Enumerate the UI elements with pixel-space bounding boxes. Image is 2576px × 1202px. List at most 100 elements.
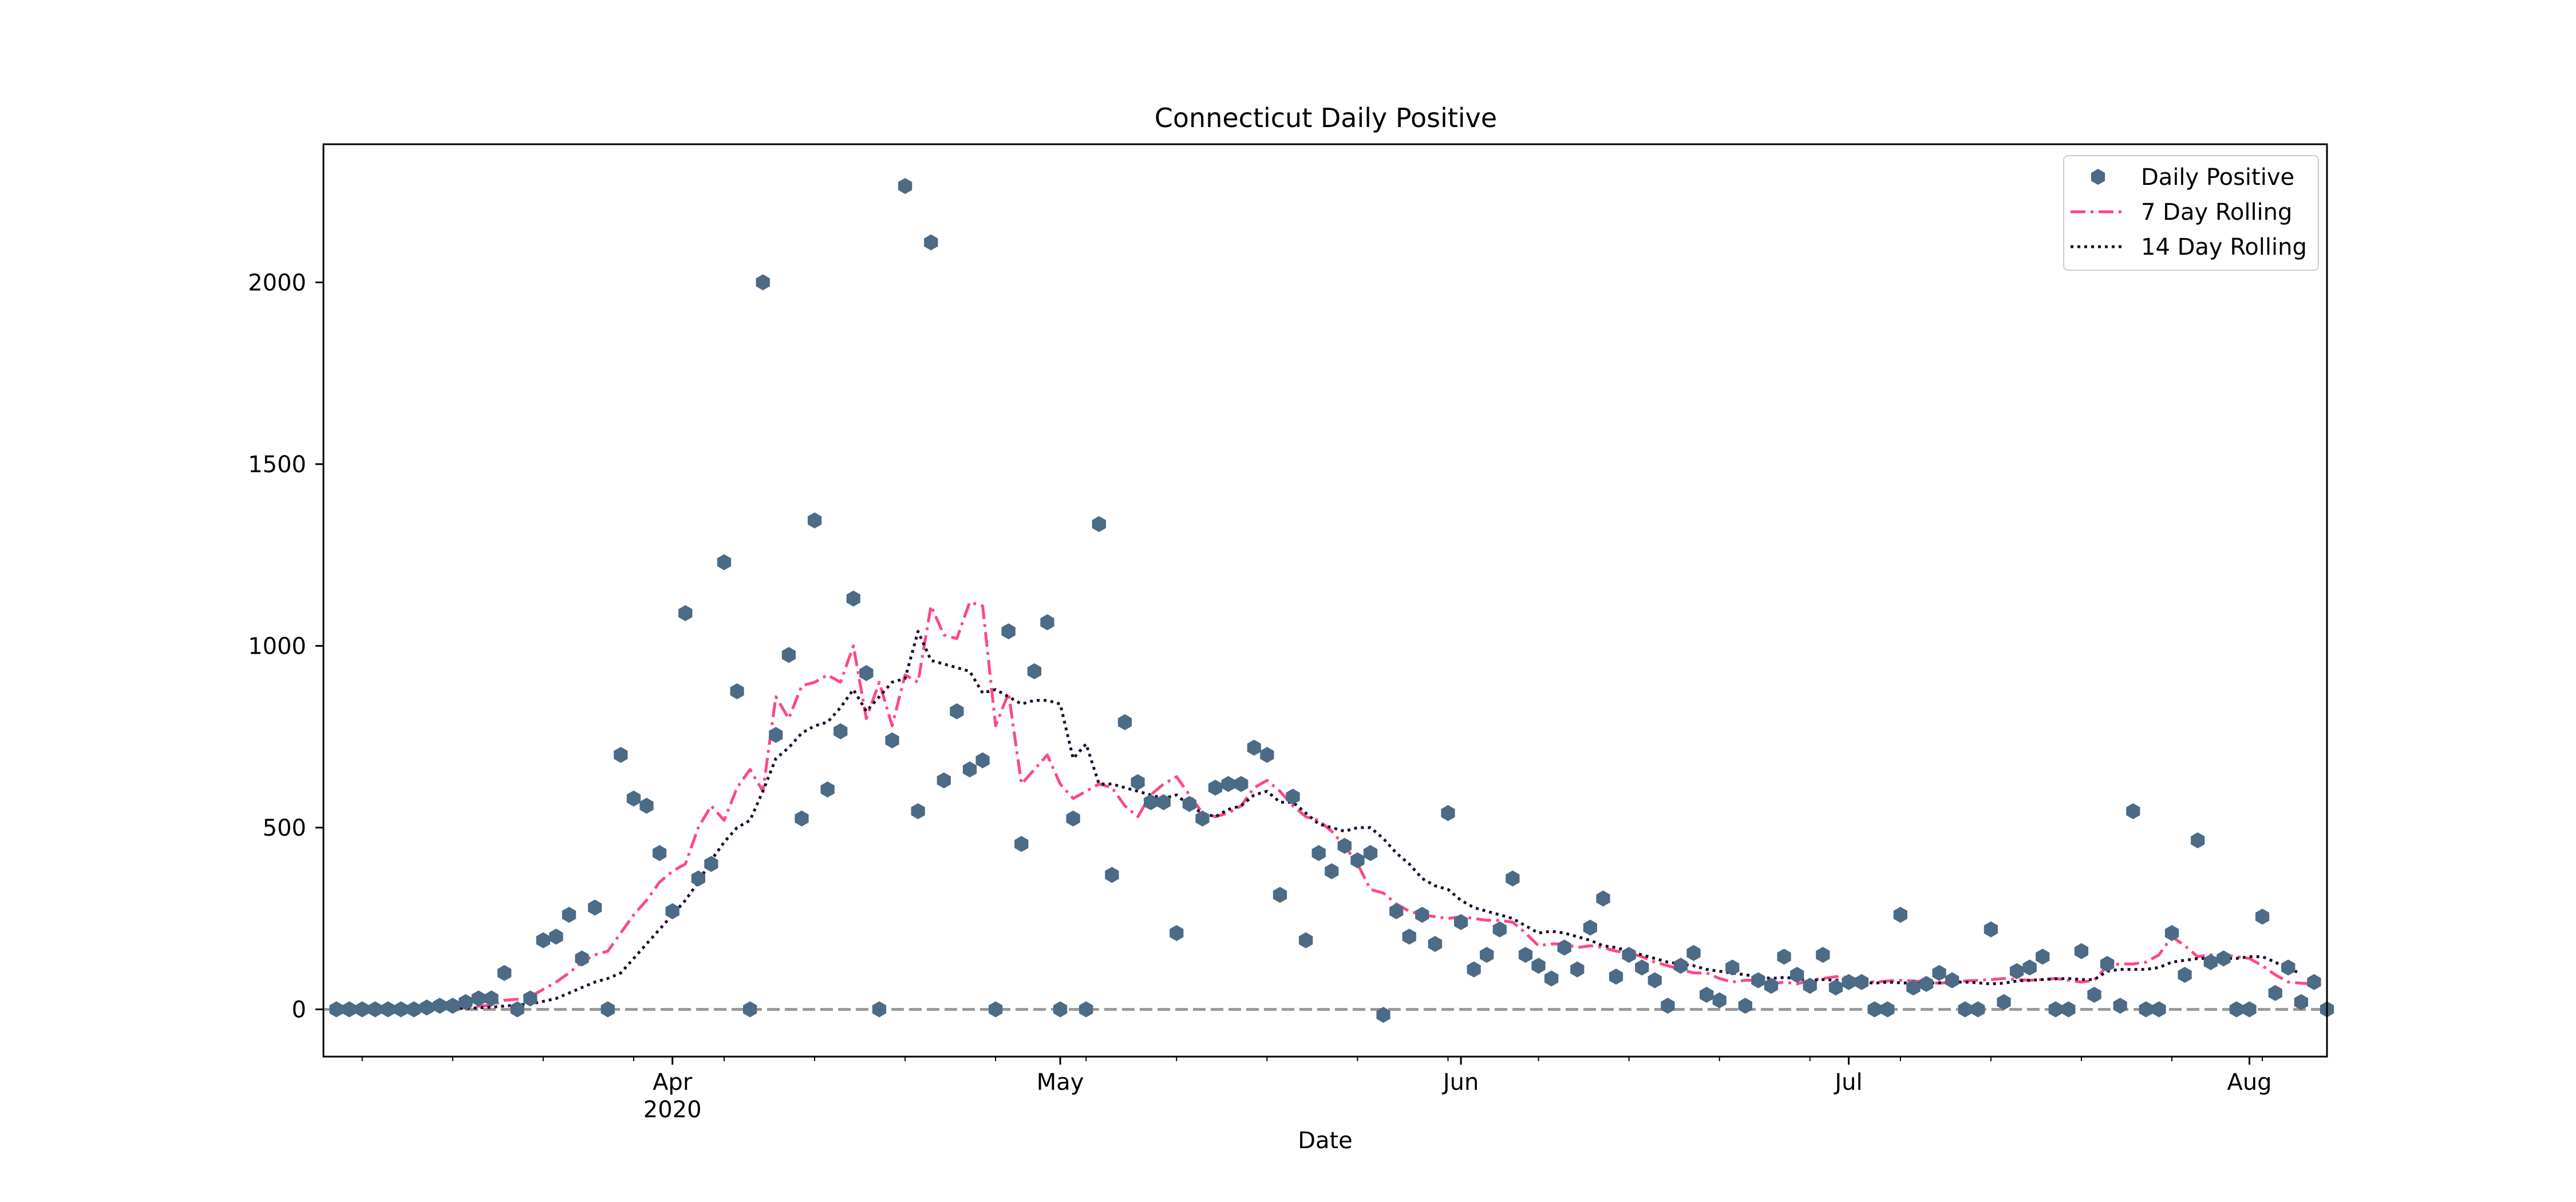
data-point <box>1299 932 1313 948</box>
data-point <box>1325 863 1339 880</box>
data-point <box>898 178 912 194</box>
data-point <box>1105 867 1119 883</box>
data-point <box>2164 925 2179 942</box>
data-point <box>1273 887 1287 903</box>
data-point <box>1415 907 1429 923</box>
data-point <box>2061 1001 2076 1018</box>
data-point <box>1725 959 1740 976</box>
data-point <box>911 803 925 820</box>
data-point <box>1919 976 1934 992</box>
data-point <box>1531 958 1546 974</box>
data-point <box>1596 890 1610 907</box>
data-point <box>975 752 990 769</box>
data-point <box>1389 903 1404 919</box>
data-point <box>1014 836 1029 852</box>
data-point <box>1247 740 1261 756</box>
x-axis-label: Date <box>1298 1128 1353 1154</box>
legend-label: Daily Positive <box>2141 164 2294 191</box>
data-point <box>678 605 693 622</box>
data-point <box>885 732 899 749</box>
data-point <box>2036 948 2050 965</box>
plot-area <box>323 178 2334 1023</box>
data-point <box>730 683 744 699</box>
data-point <box>1570 961 1585 978</box>
data-point <box>1609 968 1623 985</box>
data-point <box>1428 936 1443 952</box>
y-tick-label: 0 <box>292 997 306 1023</box>
data-point <box>872 1001 887 1018</box>
data-point <box>1454 914 1468 930</box>
data-point <box>600 1001 615 1018</box>
y-tick-label: 1000 <box>248 633 306 659</box>
data-point <box>756 274 770 291</box>
data-point <box>717 554 732 571</box>
data-point <box>704 856 718 872</box>
data-point <box>368 1001 382 1018</box>
data-point <box>355 1001 369 1018</box>
data-point <box>1363 845 1378 861</box>
data-point <box>639 797 654 814</box>
data-point <box>2294 994 2308 1010</box>
data-point <box>2281 959 2296 976</box>
data-point <box>1208 780 1223 796</box>
data-point <box>2126 803 2140 820</box>
data-point <box>2242 1001 2257 1018</box>
data-point <box>1467 961 1481 978</box>
data-point <box>626 790 641 807</box>
data-point <box>950 703 964 719</box>
axes-frame <box>322 143 2328 1058</box>
data-point <box>1958 1001 1972 1018</box>
data-point <box>471 990 486 1007</box>
data-point <box>2307 974 2321 990</box>
legend-box <box>2063 155 2319 271</box>
data-point <box>1686 945 1701 961</box>
data-point <box>1673 958 1688 974</box>
data-point <box>381 1001 395 1018</box>
x-tick-label: Jun <box>1441 1069 1479 1096</box>
data-point <box>1260 746 1274 763</box>
data-point <box>1777 948 1791 965</box>
data-point <box>1234 776 1249 792</box>
data-point <box>1751 972 1765 989</box>
data-point <box>1079 1001 1093 1018</box>
data-point <box>394 1001 408 1018</box>
data-point <box>2100 956 2115 972</box>
legend-label: 7 Day Rolling <box>2141 199 2292 226</box>
data-point <box>2113 998 2127 1014</box>
data-point <box>329 1001 343 1018</box>
data-point <box>523 990 538 1007</box>
data-point <box>1337 837 1352 854</box>
data-point <box>1066 810 1080 827</box>
data-point <box>846 590 860 607</box>
data-point <box>1906 979 1921 996</box>
data-point <box>1480 947 1494 963</box>
data-point <box>1997 994 2011 1010</box>
data-point <box>1053 1001 1068 1018</box>
data-point <box>1855 974 1869 990</box>
data-point <box>1647 972 1662 989</box>
x-tick-sublabel: 2020 <box>643 1097 702 1123</box>
data-point <box>562 907 576 923</box>
data-point <box>1221 776 1235 792</box>
data-point <box>445 998 460 1014</box>
data-point <box>497 964 512 981</box>
data-point <box>1790 967 1804 983</box>
data-point <box>833 723 848 740</box>
data-point <box>1402 928 1416 945</box>
data-point <box>653 845 667 861</box>
y-tick-label: 1500 <box>248 452 306 478</box>
data-point <box>1131 774 1145 790</box>
data-point <box>420 999 434 1016</box>
data-point <box>1492 921 1507 938</box>
data-point <box>2139 1001 2153 1018</box>
data-point <box>1376 1007 1390 1023</box>
y-tick-label: 2000 <box>248 270 306 296</box>
data-point <box>2087 987 2101 1003</box>
data-point <box>807 512 822 529</box>
data-point <box>2152 1001 2166 1018</box>
data-point <box>1661 998 1675 1014</box>
data-point <box>1867 1001 1882 1018</box>
data-point <box>1311 845 1326 861</box>
